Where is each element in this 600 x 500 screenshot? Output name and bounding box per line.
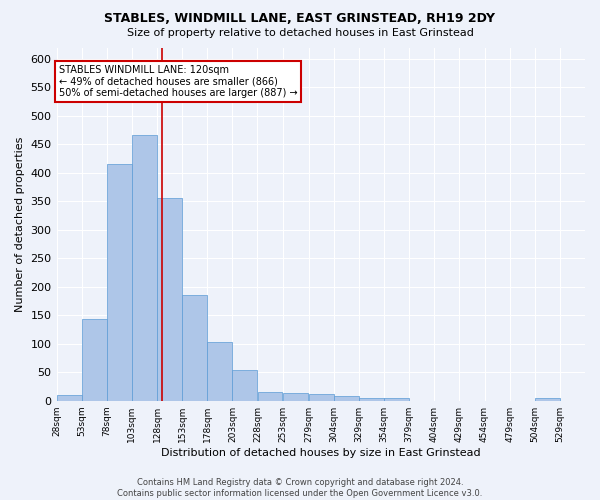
Bar	[283, 392, 308, 400]
Bar	[334, 396, 359, 400]
Text: STABLES WINDMILL LANE: 120sqm
← 49% of detached houses are smaller (866)
50% of : STABLES WINDMILL LANE: 120sqm ← 49% of d…	[59, 64, 297, 98]
Bar	[384, 398, 409, 400]
Text: Contains HM Land Registry data © Crown copyright and database right 2024.
Contai: Contains HM Land Registry data © Crown c…	[118, 478, 482, 498]
Bar	[182, 294, 207, 401]
X-axis label: Distribution of detached houses by size in East Grinstead: Distribution of detached houses by size …	[161, 448, 481, 458]
Bar	[535, 398, 560, 400]
Bar	[132, 134, 157, 400]
Text: Size of property relative to detached houses in East Grinstead: Size of property relative to detached ho…	[127, 28, 473, 38]
Bar	[359, 398, 384, 400]
Bar	[232, 370, 257, 400]
Bar	[208, 342, 232, 400]
Y-axis label: Number of detached properties: Number of detached properties	[15, 136, 25, 312]
Bar	[309, 394, 334, 400]
Bar	[107, 164, 132, 400]
Bar	[157, 198, 182, 400]
Bar	[257, 392, 283, 400]
Text: STABLES, WINDMILL LANE, EAST GRINSTEAD, RH19 2DY: STABLES, WINDMILL LANE, EAST GRINSTEAD, …	[104, 12, 496, 26]
Bar	[56, 395, 82, 400]
Bar	[82, 319, 107, 400]
